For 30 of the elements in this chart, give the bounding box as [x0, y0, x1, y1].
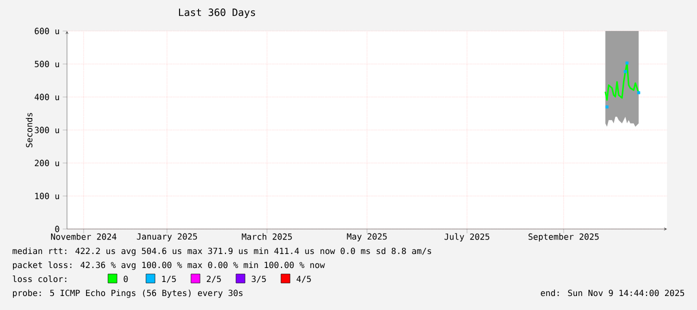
line-series	[604, 62, 640, 101]
x-tick-label: March 2025	[242, 233, 292, 240]
x-tick-label: May 2025	[346, 233, 387, 242]
x-tick-label: November 2024	[51, 233, 116, 240]
text: loss color:	[12, 276, 66, 282]
y-tick-label: 300 u	[34, 126, 59, 134]
legend-label: 0	[124, 276, 128, 282]
y-axis-title: Seconds	[26, 112, 32, 148]
x-tick-label: July 2025	[444, 233, 490, 242]
y-tick-label: 0	[55, 226, 60, 232]
legend-label: 2/5	[206, 276, 221, 283]
legend-label: 3/5	[252, 276, 266, 283]
text: median rtt: 422.2 us avg 504.6 us max 371.9 us min 411.4 us now 0.0 ms sd 8.8 am/s	[12, 248, 432, 256]
x-tick-label: January 2025	[136, 233, 197, 242]
y-tick-label: 100 u	[35, 192, 59, 200]
point	[606, 105, 609, 108]
y-tick-label: 500 u	[34, 60, 59, 68]
point	[626, 62, 629, 65]
y-tick-label: 200 u	[34, 160, 59, 166]
point	[624, 70, 627, 74]
text: packet loss: 42.36 % avg 100.00 % max 0.00 % min 100.00 % now	[12, 262, 325, 270]
legend-label: 1/5	[162, 276, 176, 283]
text: end: Sun Nov 9 14:44:00 2025	[540, 290, 684, 296]
y-tick-label: 400 u	[34, 94, 59, 100]
point	[637, 91, 640, 94]
text: probe: 5 ICMP Echo Pings (56 Bytes) every 30s	[12, 290, 242, 298]
chart-title: Last 360 Days	[179, 8, 256, 18]
y-tick-label: 600 u	[34, 28, 59, 34]
legend-label: 4/5	[296, 276, 311, 283]
x-tick-label: September 2025	[528, 233, 599, 242]
